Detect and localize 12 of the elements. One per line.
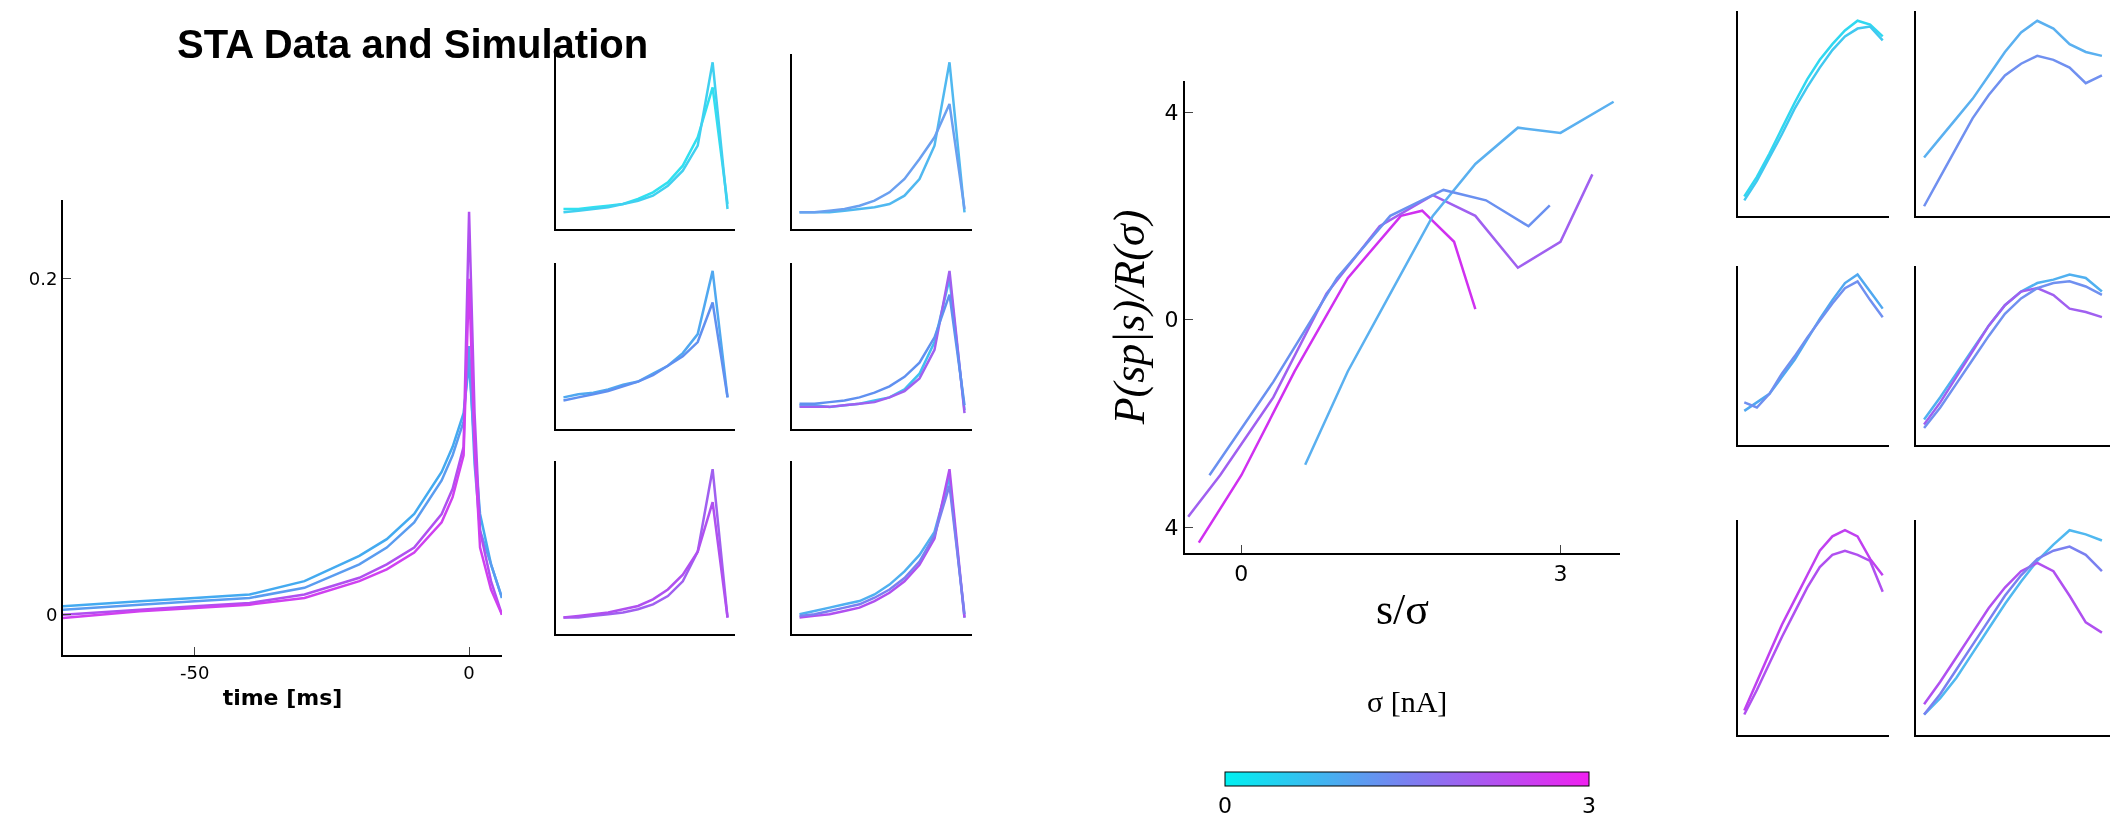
y-tick-label: 4 — [1164, 99, 1179, 125]
x-tick-label: -50 — [180, 661, 210, 683]
color-bar-title: σ [nA] — [1367, 685, 1448, 718]
x-axis-title: time [ms] — [222, 685, 343, 710]
y-axis-title: P(sp|s)/R(σ) — [1105, 209, 1155, 426]
color-bar-label: 3 — [1582, 793, 1596, 819]
y-tick-label: 4 — [1164, 514, 1179, 540]
y-tick-label: 0.2 — [28, 268, 58, 290]
x-axis-title: s/σ — [1375, 585, 1430, 635]
color-bar-label: 0 — [1218, 793, 1232, 819]
y-tick-label: 0 — [1164, 307, 1179, 333]
chart-title: STA Data and Simulation — [177, 22, 649, 66]
